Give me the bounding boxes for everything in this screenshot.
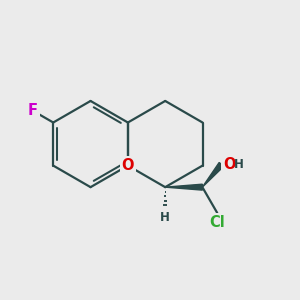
Text: H: H bbox=[160, 211, 170, 224]
Text: O: O bbox=[122, 158, 134, 173]
Text: Cl: Cl bbox=[209, 215, 225, 230]
Text: O: O bbox=[223, 157, 236, 172]
Polygon shape bbox=[202, 163, 224, 187]
Text: F: F bbox=[28, 103, 38, 118]
Text: H: H bbox=[234, 158, 244, 171]
Polygon shape bbox=[165, 184, 202, 190]
